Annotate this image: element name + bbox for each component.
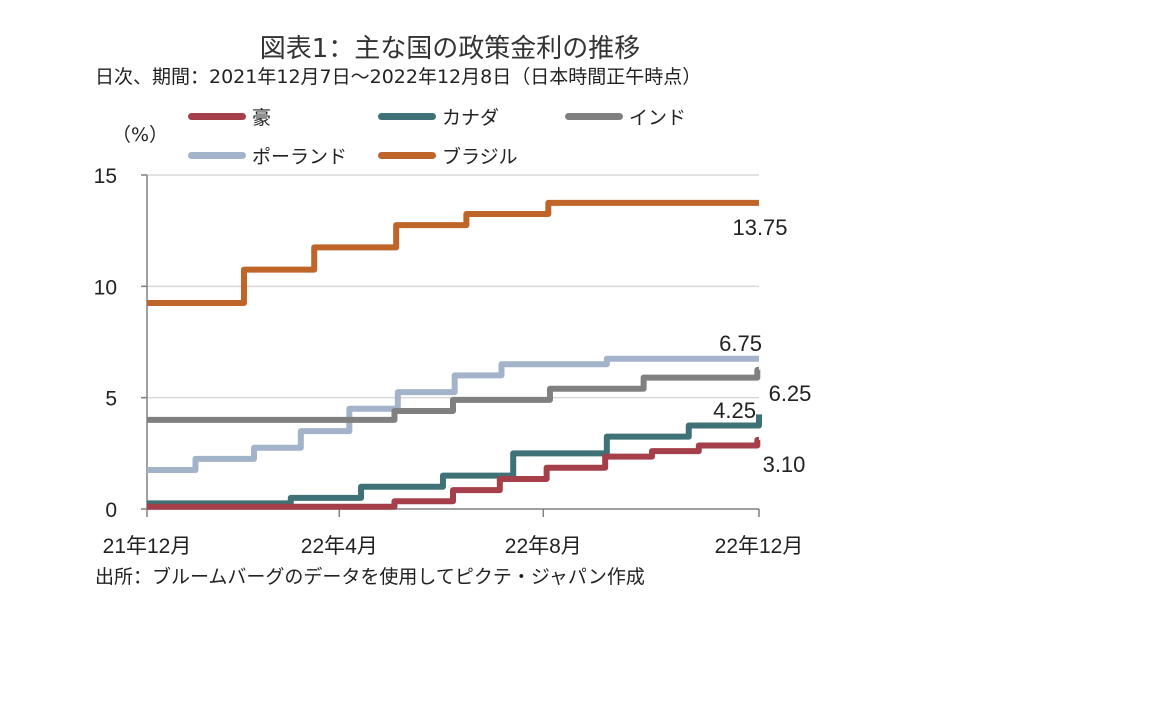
legend-item-australia: 豪: [188, 103, 271, 130]
series-line-india: [147, 366, 761, 423]
legend-label: カナダ: [442, 107, 500, 129]
legend-swatch: [188, 152, 246, 159]
end-value-label-india: 6.25: [769, 381, 812, 406]
y-tick-label: 0: [105, 499, 117, 522]
end-value-label-australia: 3.10: [763, 452, 806, 477]
legend-item-canada: カナダ: [378, 103, 499, 130]
legend-swatch: [378, 152, 436, 159]
y-tick-label: 15: [94, 165, 117, 188]
x-tick-label: 21年12月: [103, 535, 192, 558]
x-tick-label: 22年12月: [715, 535, 804, 558]
legend-swatch: [378, 113, 436, 120]
y-tick-label: 10: [94, 276, 117, 299]
chart-title: 図表1：主な国の政策金利の推移: [259, 34, 641, 64]
legend-item-poland: ポーランド: [188, 142, 347, 169]
legend-label: ブラジル: [442, 146, 518, 168]
legend-label: 豪: [252, 107, 272, 129]
y-tick-label: 5: [105, 388, 117, 411]
series-line-poland: [147, 355, 759, 474]
x-tick-label: 22年4月: [301, 535, 378, 558]
end-value-label-brazil: 13.75: [732, 215, 787, 240]
legend-swatch: [188, 113, 246, 120]
y-axis-unit: （%）: [112, 124, 169, 146]
series-line-canada: [147, 414, 762, 507]
series-line-australia: [147, 436, 761, 510]
legend-swatch: [565, 113, 623, 120]
series-line-brazil: [147, 199, 759, 307]
x-tick-label: 22年8月: [505, 535, 582, 558]
source-note: 出所：ブルームバーグのデータを使用してピクテ・ジャパン作成: [95, 566, 645, 588]
legend-item-india: インド: [565, 103, 686, 130]
end-value-label-poland: 6.75: [719, 331, 762, 356]
end-value-label-canada: 4.25: [713, 398, 756, 423]
legend-label: ポーランド: [252, 146, 348, 168]
legend-label: インド: [629, 107, 687, 129]
legend-item-brazil: ブラジル: [378, 142, 518, 169]
chart-subtitle: 日次、期間：2021年12月7日～2022年12月8日（日本時間正午時点）: [95, 66, 702, 88]
